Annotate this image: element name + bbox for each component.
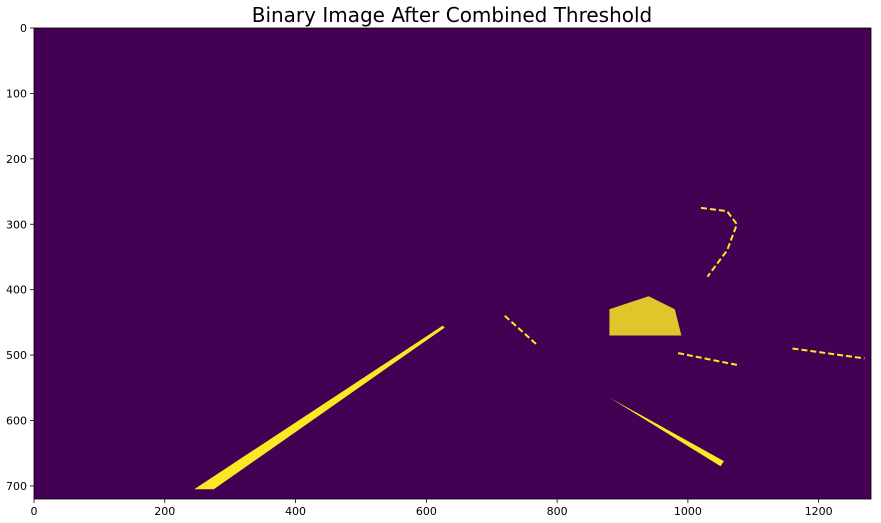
x-tick-label: 800 — [547, 505, 568, 518]
x-tick-label: 0 — [31, 505, 38, 518]
x-tick-label: 1000 — [674, 505, 702, 518]
vehicle-blob — [609, 296, 682, 336]
thresholded-features — [194, 206, 865, 490]
right-lane-line — [609, 397, 724, 467]
left-lane-line — [194, 325, 445, 490]
center-dashes — [504, 315, 539, 347]
y-axis: 0 100 200 300 400 500 600 700 — [6, 22, 34, 493]
x-tick-label: 600 — [416, 505, 437, 518]
upper-right-curve — [700, 206, 739, 278]
y-tick-label: 400 — [6, 284, 27, 297]
y-tick-label: 700 — [6, 480, 27, 493]
y-tick-label: 200 — [6, 153, 27, 166]
y-tick-label: 300 — [6, 218, 27, 231]
x-tick-label: 400 — [285, 505, 306, 518]
y-tick-label: 600 — [6, 415, 27, 428]
x-tick-label: 1200 — [805, 505, 833, 518]
mid-right-streak — [677, 352, 738, 366]
chart-title: Binary Image After Combined Threshold — [252, 3, 653, 27]
right-edge-streak — [792, 347, 865, 360]
y-tick-label: 500 — [6, 349, 27, 362]
y-tick-label: 0 — [20, 22, 27, 35]
plot-frame — [33, 27, 872, 500]
y-tick-label: 100 — [6, 87, 27, 100]
x-tick-label: 200 — [154, 505, 175, 518]
x-axis: 0 200 400 600 800 1000 1200 — [31, 499, 833, 518]
image-area — [34, 28, 871, 499]
